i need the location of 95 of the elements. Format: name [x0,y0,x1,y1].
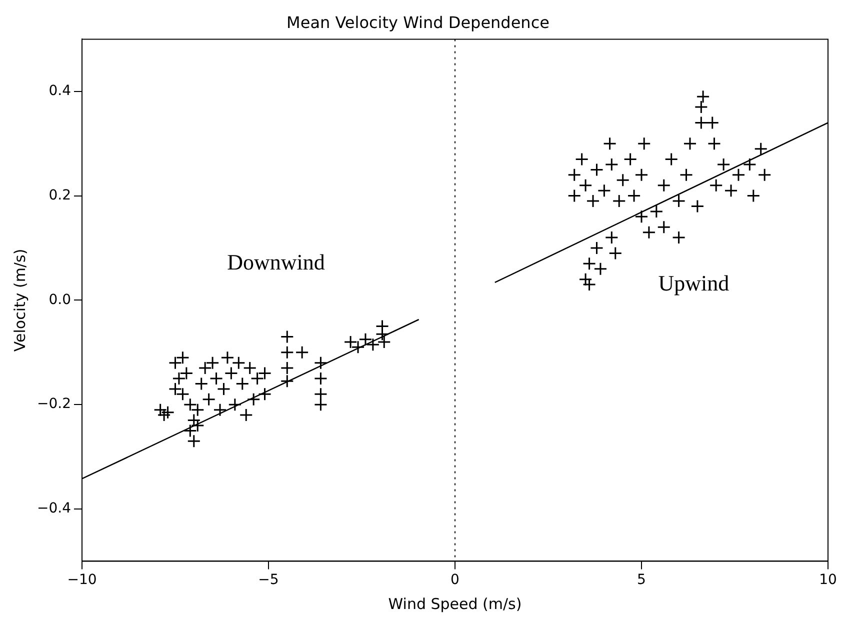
annotation: Downwind [227,249,325,274]
point [258,366,272,380]
y-tick-label: −0.4 [36,500,72,517]
point [707,136,721,150]
point [754,142,768,156]
point [258,387,272,401]
point [236,376,250,390]
point [575,152,589,166]
point [210,372,224,386]
point [706,116,720,130]
point [239,408,253,422]
point [376,327,390,341]
point [578,178,592,192]
point [314,387,328,401]
point [624,152,638,166]
point [202,392,216,406]
annotation: Upwind [658,270,730,296]
point [314,398,328,412]
point [250,372,264,386]
point [582,256,596,270]
chart-title: Mean Velocity Wind Dependence [286,12,550,32]
point [657,220,671,234]
point [696,90,710,104]
point [634,210,648,224]
point [220,350,234,364]
point [616,173,630,187]
point [187,434,201,448]
point [216,382,230,396]
point [232,356,246,370]
x-tick-label: −10 [67,572,97,588]
x-axis-title: Wind Speed (m/s) [388,594,522,613]
y-axis-title: Velocity (m/s) [10,248,29,352]
point [295,346,309,360]
point [213,403,227,417]
x-tick-label: −5 [258,572,279,588]
point [176,350,190,364]
point [604,158,618,172]
point [604,230,618,244]
point [758,168,772,182]
point [694,116,708,130]
point [637,136,651,150]
point [612,194,626,208]
point [650,204,664,218]
point [724,184,738,198]
x-tick-label: 5 [637,572,646,588]
point [183,424,197,438]
point [590,241,604,255]
point [672,194,686,208]
y-tick-label: −0.2 [36,396,71,412]
point [314,356,328,370]
point [228,398,242,412]
point [627,189,641,203]
point [168,356,182,370]
point [246,392,260,406]
point [709,178,723,192]
x-tick-label: 10 [819,572,837,588]
point [672,230,686,244]
point [590,162,604,176]
point [634,168,648,182]
point [198,361,212,375]
point [664,152,678,166]
point [680,168,694,182]
point [206,356,220,370]
point [657,178,671,192]
x-tick-label: 0 [450,572,460,588]
point [642,226,656,240]
point [172,372,186,386]
y-tick-label: 0.0 [48,292,71,308]
point [603,136,617,150]
point [280,346,294,360]
point [746,189,760,203]
point [280,361,294,375]
point [597,184,611,198]
point [694,100,708,114]
point [716,158,730,172]
point [180,366,194,380]
y-tick-label: 0.4 [48,83,72,100]
point [690,199,704,213]
point [280,374,294,388]
point [243,361,257,375]
point [568,189,582,203]
point [314,372,328,386]
point [594,262,608,276]
point [732,168,746,182]
point [280,330,294,344]
point [194,376,208,390]
point [742,158,756,172]
point [608,246,622,260]
point [224,366,238,380]
y-tick-label: 0.2 [48,187,71,204]
point [586,194,600,208]
point [377,335,391,349]
point [161,406,175,420]
point [683,136,697,150]
point [568,168,582,182]
